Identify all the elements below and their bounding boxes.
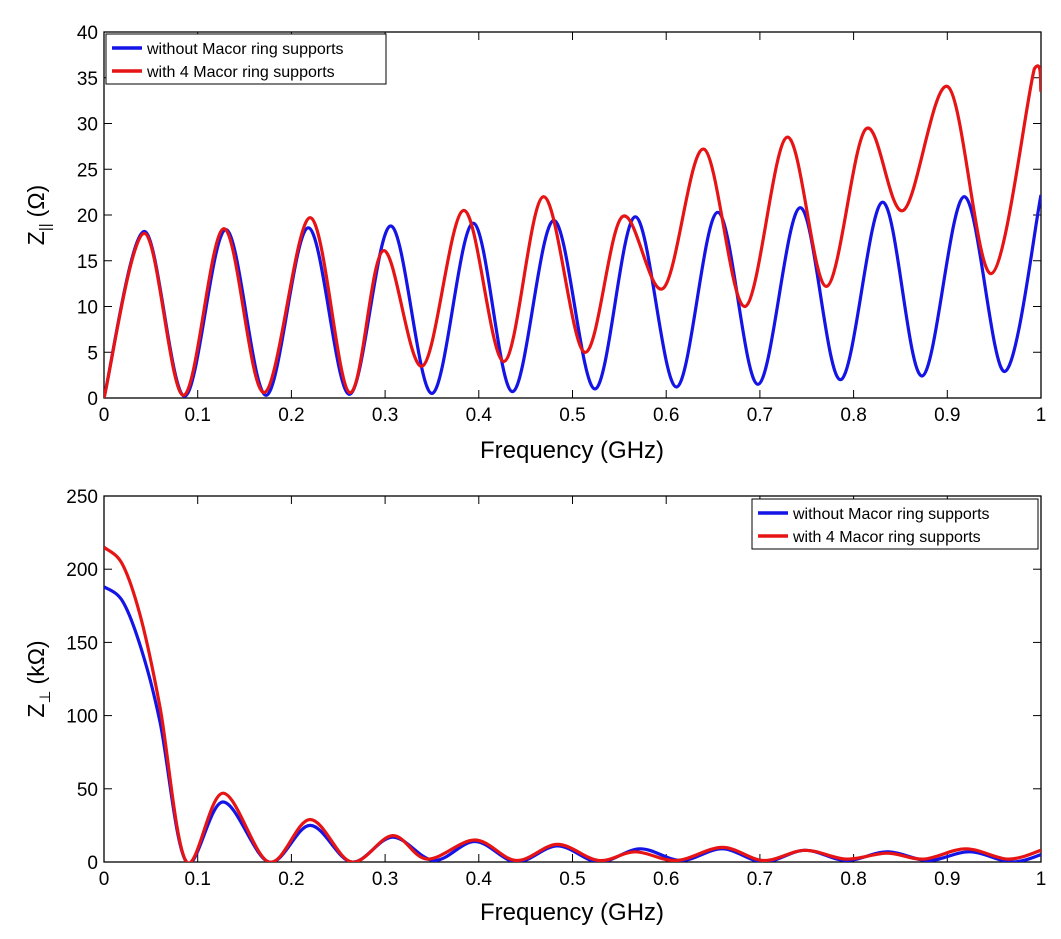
y-tick-label: 50 [77, 780, 98, 801]
x-tick-label: 1 [1036, 869, 1047, 890]
series-lines [104, 545, 1041, 862]
x-tick-label: 0.7 [747, 405, 773, 426]
y-axis-label-symbol: Z [23, 231, 49, 245]
x-tick-label: 0.8 [840, 405, 866, 426]
x-tick-labels: 0 0.1 0.2 0.3 0.4 0.5 0.6 0.7 0.8 0.9 1 [99, 405, 1047, 426]
y-tick-label: 200 [66, 560, 98, 581]
x-tick-label: 0.4 [466, 405, 493, 426]
x-tick-label: 0.5 [559, 405, 585, 426]
y-axis-label-symbol: Z [23, 704, 49, 718]
legend-label-without: without Macor ring supports [146, 41, 344, 58]
y-tick-label: 250 [66, 487, 98, 508]
y-tick-label: 0 [87, 853, 98, 874]
x-tick-label: 0.9 [934, 405, 960, 426]
plot-frame [103, 495, 1042, 863]
legend-box [105, 33, 387, 85]
x-tick-label: 0.5 [559, 869, 585, 890]
y-axis-label: Z|| (Ω) [23, 185, 54, 245]
y-tick-label: 25 [77, 160, 98, 181]
y-tick-label: 40 [77, 23, 98, 44]
x-tick-label: 0.3 [372, 405, 398, 426]
y-tick-label: 35 [77, 69, 98, 90]
x-tick-labels: 0 0.1 0.2 0.3 0.4 0.5 0.6 0.7 0.8 0.9 1 [99, 869, 1047, 890]
y-tick-label: 15 [77, 252, 98, 273]
x-tick-label: 0.1 [184, 869, 210, 890]
x-tick-label: 0.8 [840, 869, 866, 890]
y-tick-label: 5 [87, 343, 98, 364]
y-axis-label-subscript: || [37, 223, 54, 231]
x-tick-label: 0.3 [372, 869, 398, 890]
y-tick-labels: 0 50 100 150 200 250 [66, 487, 98, 874]
x-tick-label: 0 [99, 405, 110, 426]
y-axis-label: Z⊥ (kΩ) [23, 640, 54, 717]
longitudinal-impedance-chart: 0 0.1 0.2 0.3 0.4 0.5 0.6 0.7 0.8 0.9 1 0 5 10 15 20 25… [23, 23, 1046, 464]
y-tick-label: 150 [66, 633, 98, 654]
plot-frame [103, 31, 1042, 399]
x-tick-label: 0.4 [466, 869, 493, 890]
legend: without Macor ring supports with 4 Macor… [105, 33, 387, 85]
x-tick-label: 0.6 [653, 405, 679, 426]
x-tick-label: 0.9 [934, 869, 960, 890]
y-tick-label: 30 [77, 115, 98, 136]
svg-text:Z⊥(kΩ): Z⊥ (kΩ) [23, 640, 54, 717]
y-axis-label-unit: (kΩ) [23, 640, 49, 684]
y-axis-label-subscript: ⊥ [37, 690, 54, 703]
y-tick-label: 100 [66, 707, 98, 728]
y-tick-labels: 0 5 10 15 20 25 30 35 40 [77, 23, 98, 410]
series-lines [104, 64, 1041, 398]
legend-box [751, 498, 1039, 550]
series-line-with-macor [104, 545, 1041, 862]
y-axis-label-unit: (Ω) [23, 185, 49, 218]
x-tick-label: 0.7 [747, 869, 773, 890]
x-axis-label: Frequency (GHz) [480, 899, 664, 926]
legend-label-with: with 4 Macor ring supports [146, 64, 335, 81]
legend-label-without: without Macor ring supports [792, 506, 990, 523]
x-tick-label: 1 [1036, 405, 1047, 426]
tick-marks [103, 31, 1042, 399]
transverse-impedance-chart: 0 0.1 0.2 0.3 0.4 0.5 0.6 0.7 0.8 0.9 1 0 50 100 150 2… [23, 487, 1046, 926]
series-line-with-macor [104, 64, 1041, 398]
x-tick-label: 0.2 [278, 405, 304, 426]
svg-text:Z||(Ω): Z|| (Ω) [23, 185, 54, 245]
y-tick-label: 10 [77, 298, 98, 319]
x-tick-label: 0 [99, 869, 110, 890]
x-tick-label: 0.2 [278, 869, 304, 890]
x-tick-label: 0.6 [653, 869, 679, 890]
x-tick-label: 0.1 [184, 405, 210, 426]
x-axis-label: Frequency (GHz) [480, 437, 664, 464]
y-tick-label: 20 [77, 206, 98, 227]
y-tick-label: 0 [87, 389, 98, 410]
legend: without Macor ring supports with 4 Macor… [751, 498, 1039, 550]
legend-label-with: with 4 Macor ring supports [792, 529, 981, 546]
